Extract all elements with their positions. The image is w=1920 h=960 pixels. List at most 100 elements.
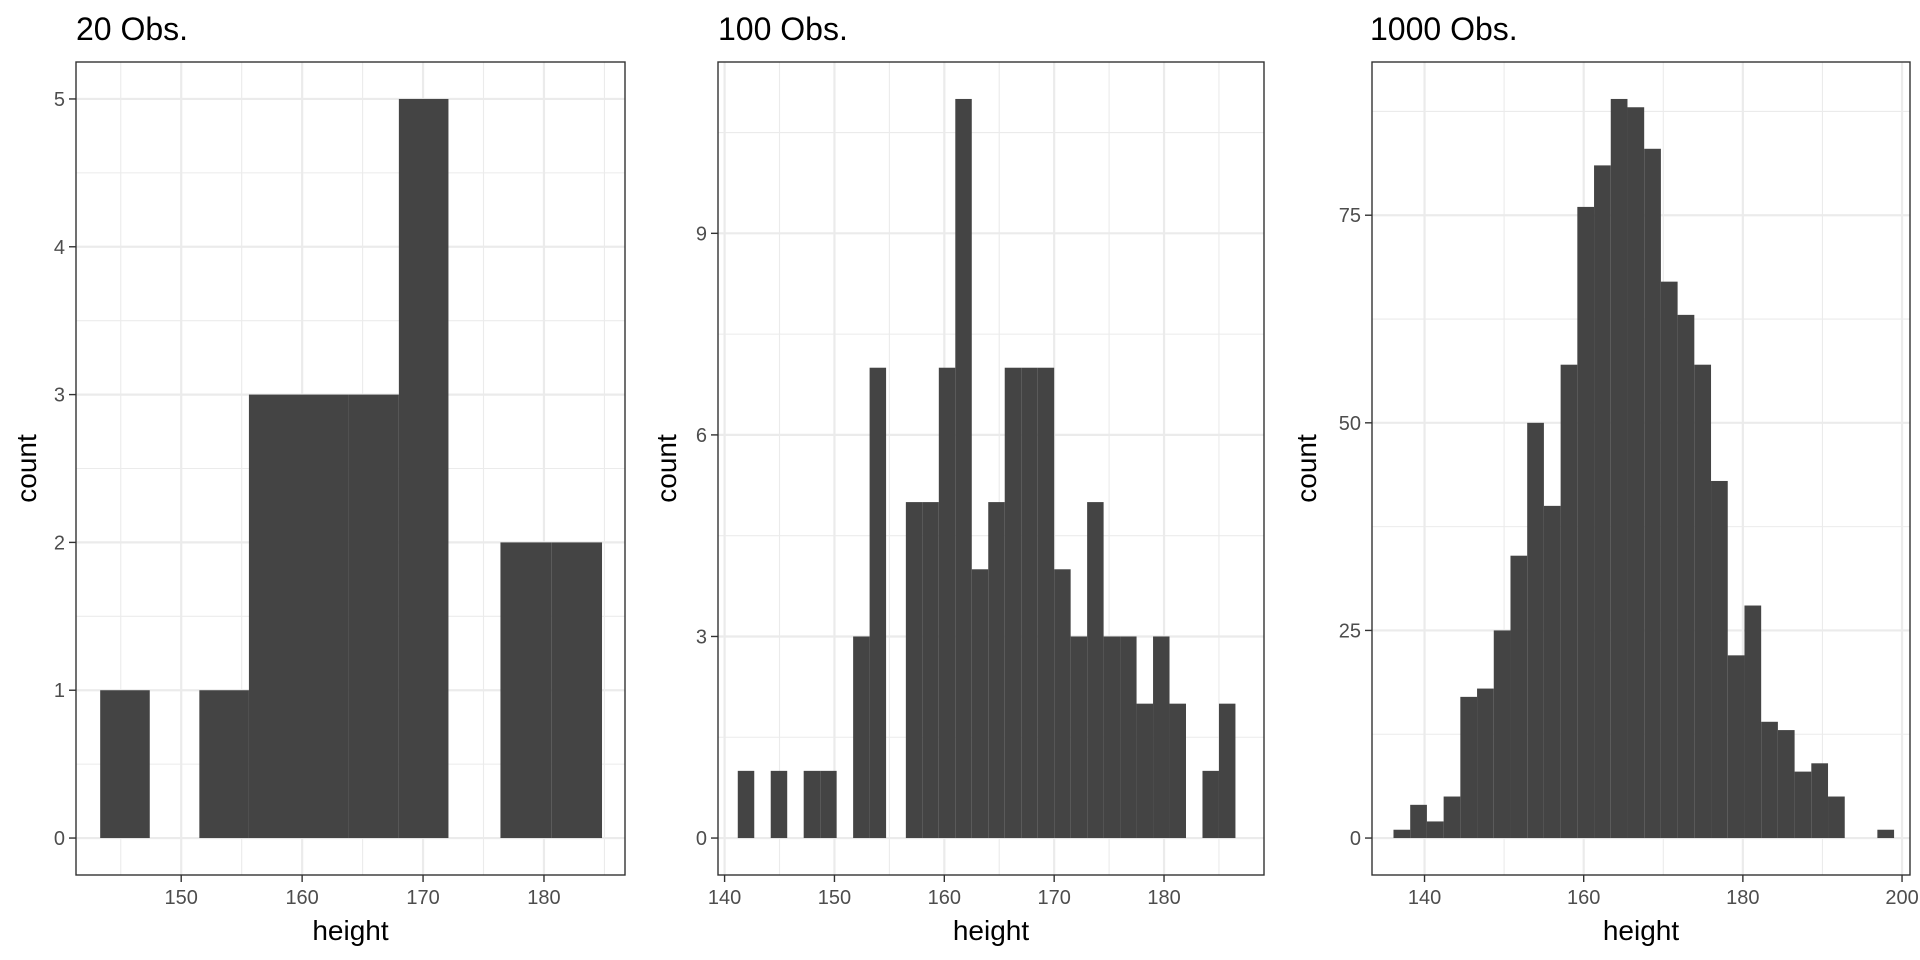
histogram-bar [1169, 703, 1186, 839]
histogram-bar [348, 394, 399, 839]
histogram-bar [551, 542, 603, 839]
histogram-bar [500, 542, 552, 839]
y-tick-label: 2 [54, 532, 65, 554]
histogram-bar [1828, 796, 1845, 839]
histogram-bar [1560, 364, 1578, 839]
histogram-bar [770, 770, 788, 839]
histogram-bar [1811, 763, 1829, 839]
histogram-bar [100, 690, 150, 839]
x-tick-label: 140 [708, 887, 741, 909]
histogram-bar [1070, 636, 1088, 839]
histogram-bar [1087, 502, 1104, 839]
histogram-bar [938, 367, 956, 839]
histogram-bar [1477, 688, 1494, 839]
x-tick-label: 200 [1885, 887, 1918, 909]
histogram-bar [869, 367, 887, 839]
y-tick-label: 3 [54, 385, 65, 407]
histogram-bars [737, 98, 1236, 839]
panel-title: 20 Obs. [76, 11, 188, 47]
x-tick-label: 180 [1147, 887, 1180, 909]
x-tick-label: 170 [406, 887, 439, 909]
histogram-bar [1594, 165, 1611, 839]
histogram-bar [1103, 636, 1121, 839]
panel-title: 1000 Obs. [1370, 11, 1518, 47]
y-tick-label: 75 [1339, 205, 1361, 227]
x-tick-label: 160 [1567, 887, 1600, 909]
histogram-bar [971, 569, 989, 839]
histogram-bar [803, 770, 821, 839]
histogram-bar [1694, 364, 1712, 839]
y-tick-label: 5 [54, 89, 65, 111]
axis-ticks: 140 150 160 170 180 0 3 6 9 [696, 223, 1181, 909]
histogram-bar [1510, 555, 1528, 839]
y-tick-label: 4 [54, 237, 65, 259]
histogram-bar [922, 502, 939, 839]
histogram-bar [1426, 821, 1444, 839]
panel-border [717, 61, 1265, 876]
x-tick-label: 150 [165, 887, 198, 909]
axis-ticks: 150 160 170 180 0 1 2 3 4 5 [54, 89, 561, 909]
x-tick-label: 170 [1037, 887, 1070, 909]
y-tick-label: 6 [696, 425, 707, 447]
histogram-bar [737, 770, 755, 839]
y-tick-label: 0 [54, 828, 65, 850]
histogram-bar [298, 394, 349, 839]
histogram-bars [100, 98, 603, 839]
histogram-bar [1527, 422, 1544, 839]
histogram-bar [1021, 367, 1038, 839]
histogram-bar [1610, 98, 1628, 839]
histogram-bar [905, 502, 923, 839]
y-axis-label: count [651, 434, 682, 503]
x-tick-label: 160 [285, 887, 318, 909]
histogram-bar [1218, 703, 1236, 839]
x-tick-label: 150 [818, 887, 851, 909]
y-tick-label: 25 [1339, 620, 1361, 642]
x-tick-label: 160 [928, 887, 961, 909]
histogram-bar [853, 636, 870, 839]
histogram-bar [248, 394, 299, 839]
panel-1000-obs: 140 160 180 200 0 25 50 75 1000 Obs. height cou… [1291, 11, 1919, 946]
y-tick-label: 3 [696, 626, 707, 648]
histogram-bar [1627, 107, 1645, 839]
histogram-bar [1493, 630, 1511, 839]
histogram-bar [398, 98, 449, 839]
histogram-bar [1054, 569, 1071, 839]
histogram-bar [1677, 314, 1695, 839]
x-axis-label: height [312, 915, 389, 946]
panel-20-obs: 150 160 170 180 0 1 2 3 4 5 20 Obs. height count [11, 11, 626, 946]
histogram-bar [1004, 367, 1022, 839]
histogram-bar [955, 98, 972, 839]
axis-ticks: 140 160 180 200 0 25 50 75 [1339, 205, 1919, 909]
y-tick-label: 9 [696, 223, 707, 245]
y-axis-label: count [1291, 434, 1322, 503]
histogram-bar [1543, 505, 1561, 839]
histogram-bar [1877, 829, 1895, 839]
histogram-bar [1777, 730, 1795, 839]
panel-border [75, 61, 626, 876]
histogram-bar [1443, 796, 1461, 839]
histogram-bar [988, 502, 1005, 839]
histogram-bar [1153, 636, 1170, 839]
x-tick-label: 180 [1726, 887, 1759, 909]
histogram-bar [1727, 655, 1745, 839]
histogram-bar [1711, 480, 1728, 839]
histogram-bar [1660, 281, 1678, 839]
y-tick-label: 1 [54, 680, 65, 702]
histogram-bar [1037, 367, 1055, 839]
y-tick-label: 0 [696, 828, 707, 850]
panel-border [1371, 61, 1911, 876]
histogram-bar [1744, 605, 1762, 839]
panel-title: 100 Obs. [718, 11, 848, 47]
x-axis-label: height [953, 915, 1030, 946]
histogram-bar [1577, 206, 1595, 839]
histogram-bar [199, 690, 249, 839]
histogram-bar [1794, 771, 1812, 839]
histogram-bar [1120, 636, 1137, 839]
histogram-bar [1761, 721, 1778, 839]
y-tick-label: 50 [1339, 413, 1361, 435]
y-tick-label: 0 [1350, 828, 1361, 850]
histogram-bars [1393, 98, 1895, 839]
x-tick-label: 180 [527, 887, 560, 909]
histogram-bar [1393, 829, 1411, 839]
